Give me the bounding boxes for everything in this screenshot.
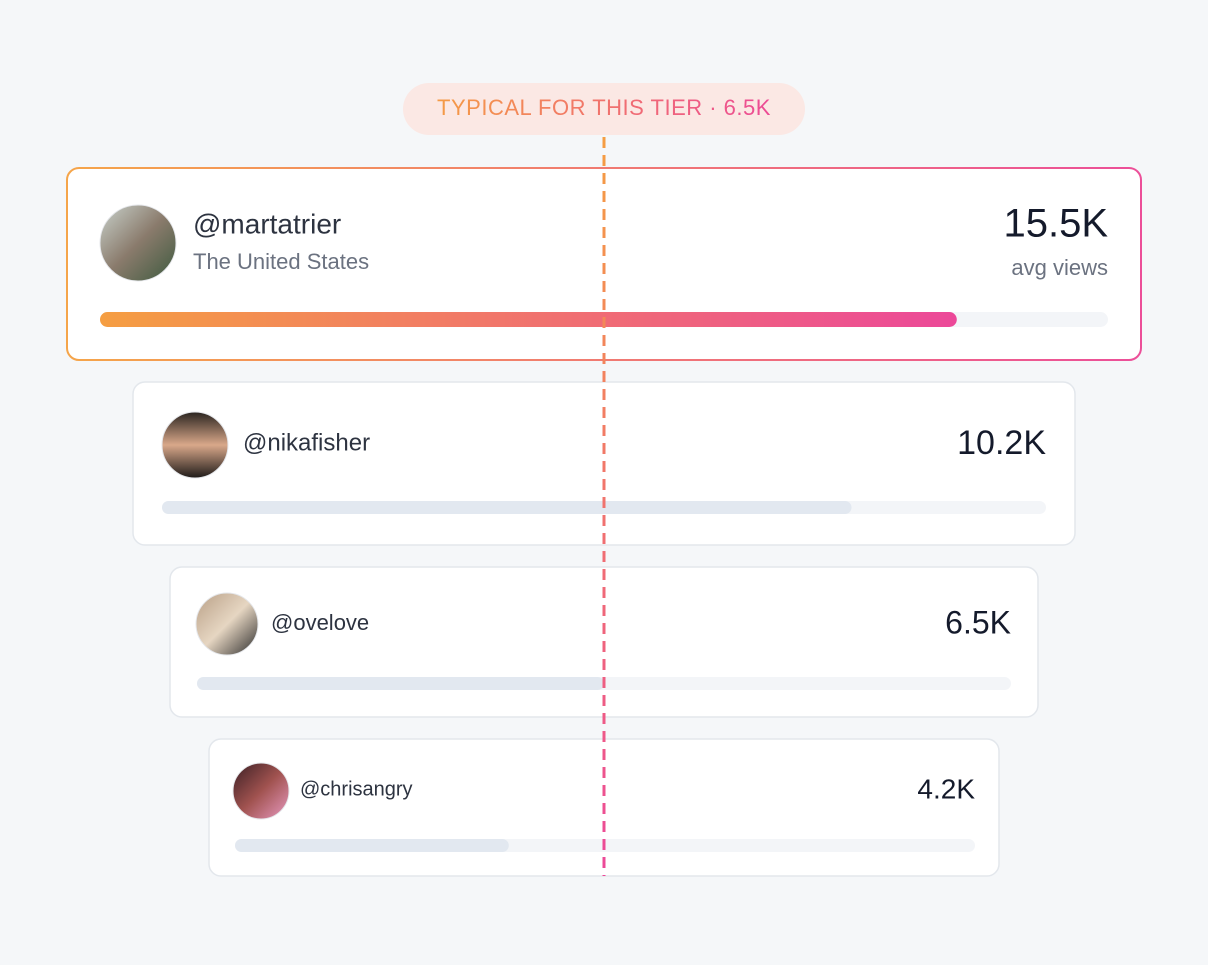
badge-text: TYPICAL FOR THIS TIER · 6.5K	[437, 95, 771, 120]
avatar	[232, 762, 290, 820]
badge	[403, 83, 805, 135]
handle: @ovelove	[271, 610, 369, 635]
location: The United States	[193, 249, 369, 274]
handle: @martatrier	[193, 208, 341, 239]
bar-fill	[162, 501, 852, 514]
handle: @chrisangry	[300, 778, 413, 800]
bar-fill	[100, 312, 957, 327]
avg-views-value: 15.5K	[1003, 202, 1108, 246]
avg-views-value: 10.2K	[957, 424, 1046, 462]
handle: @nikafisher	[243, 429, 370, 456]
bar-fill	[235, 839, 509, 852]
avg-views-value: 6.5K	[945, 604, 1011, 640]
avatar	[161, 411, 229, 479]
avatar	[195, 592, 259, 656]
avg-views-value: 4.2K	[917, 773, 975, 804]
bar-fill	[197, 677, 604, 690]
avatar	[99, 204, 177, 282]
value-caption: avg views	[1011, 255, 1108, 280]
